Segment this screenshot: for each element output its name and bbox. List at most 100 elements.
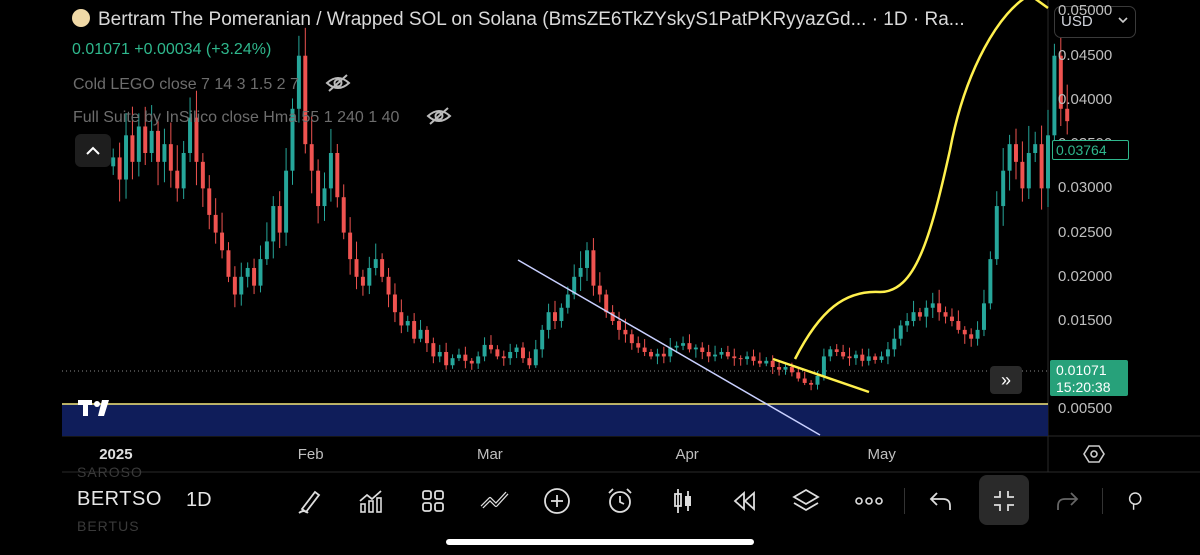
object-tree-icon[interactable] (1124, 486, 1148, 516)
symbol-title: Bertram The Pomeranian / Wrapped SOL on … (98, 9, 965, 30)
candle-body (1026, 152, 1031, 189)
candle-body (412, 321, 417, 339)
candle-body (1007, 144, 1012, 171)
candle-body (392, 294, 397, 313)
candle-body (668, 347, 673, 357)
candle-body (296, 55, 301, 109)
more-icon[interactable] (854, 486, 884, 516)
bar-countdown: 15:20:38 (1056, 379, 1111, 395)
candle-body (476, 356, 481, 364)
candle-body (732, 356, 737, 359)
candle-body (597, 285, 602, 295)
add-icon[interactable] (542, 486, 572, 516)
trendline-downtrend[interactable] (517, 259, 821, 436)
candle-body (1052, 55, 1057, 136)
price-tick-label: 0.02500 (1058, 223, 1113, 241)
time-tick-label: Mar (476, 446, 503, 463)
candle-body (514, 347, 519, 352)
price-tick-label: 0.03000 (1058, 179, 1113, 197)
scroll-to-realtime-button[interactable]: » (990, 366, 1022, 394)
indicators-icon[interactable] (356, 486, 386, 516)
candle-body (796, 372, 801, 379)
candle-body (546, 312, 551, 330)
candle-body (501, 356, 506, 359)
toolbar-separator (904, 488, 905, 514)
indicator-cold-lego[interactable]: Cold LEGO close 7 14 3 1.5 2 7 (73, 73, 351, 94)
candle-body (917, 312, 922, 317)
candle-body (713, 354, 718, 357)
price-tick-label: 0.04500 (1058, 46, 1113, 64)
candle-body (994, 206, 999, 260)
undo-icon[interactable] (926, 486, 956, 516)
chart-type-icon[interactable] (480, 486, 510, 516)
currency-select[interactable]: USD (1054, 6, 1136, 38)
candle-body (988, 259, 993, 304)
symbol-button[interactable]: BERTSO (77, 488, 162, 510)
candle-body (117, 157, 122, 180)
candle-body (437, 351, 442, 357)
indicator-full-suite[interactable]: Full Suite by InSilico close Hma 55 1 24… (73, 106, 452, 127)
hidden-eye-icon[interactable] (325, 73, 351, 93)
candle-body (309, 144, 314, 171)
candle-body (757, 360, 762, 364)
layout-grid-icon[interactable] (418, 486, 448, 516)
candle-body (284, 170, 289, 233)
candle-body (124, 135, 129, 180)
candles-icon[interactable] (668, 486, 698, 516)
price-tick-label: 0.04000 (1058, 90, 1113, 108)
candle-body (508, 351, 513, 359)
bottom-toolbar: SAROSO BERTSO BERTUS 1D (0, 464, 1200, 534)
candle-body (764, 360, 769, 364)
replay-icon[interactable] (729, 486, 759, 516)
candle-body (456, 354, 461, 359)
last-price-value: 0.01071 (1056, 362, 1107, 378)
settings-hexagon-icon[interactable] (1083, 444, 1105, 464)
candle-body (1046, 135, 1050, 189)
candle-body (802, 378, 807, 383)
candle-body (687, 343, 692, 350)
chart-header[interactable]: Bertram The Pomeranian / Wrapped SOL on … (72, 9, 965, 31)
candle-body (866, 356, 871, 361)
candle-body (661, 353, 666, 357)
timeframe-button[interactable]: 1D (186, 489, 212, 511)
candle-body (521, 347, 525, 359)
support-zone (62, 404, 1048, 436)
chevron-down-icon (1118, 17, 1128, 24)
yellow-curve-drawing[interactable] (793, 0, 1049, 360)
collapse-icon[interactable] (989, 486, 1019, 516)
candle-body (175, 170, 180, 189)
candle-body (789, 367, 794, 373)
candle-body (1001, 170, 1006, 207)
candle-body (258, 259, 263, 286)
candle-body (482, 344, 487, 357)
candle-body (488, 344, 493, 350)
candle-body (821, 356, 826, 376)
candle-body (405, 321, 410, 326)
layers-icon[interactable] (791, 486, 821, 516)
candle-body (885, 349, 890, 357)
candle-body (815, 375, 820, 385)
candle-body (853, 354, 858, 359)
candle-body (604, 294, 609, 313)
candle-body (655, 353, 660, 357)
candle-body (924, 307, 929, 317)
tradingview-logo-icon (78, 400, 109, 416)
candle-body (220, 232, 225, 251)
alarm-icon[interactable] (605, 486, 635, 516)
candle-body (949, 316, 954, 322)
candle-body (898, 325, 903, 339)
candle-body (719, 351, 724, 355)
candle-body (450, 358, 455, 366)
candle-body (418, 329, 423, 339)
brush-icon[interactable] (295, 486, 325, 516)
candle-body (360, 276, 365, 286)
collapse-legend-button[interactable] (75, 134, 111, 167)
candle-body (623, 329, 628, 335)
candle-body (207, 188, 212, 215)
candle-body (188, 117, 193, 153)
candle-body (751, 356, 756, 361)
redo-icon[interactable] (1052, 486, 1082, 516)
hidden-eye-icon[interactable] (426, 106, 452, 126)
trendline-breakout[interactable] (772, 357, 870, 394)
